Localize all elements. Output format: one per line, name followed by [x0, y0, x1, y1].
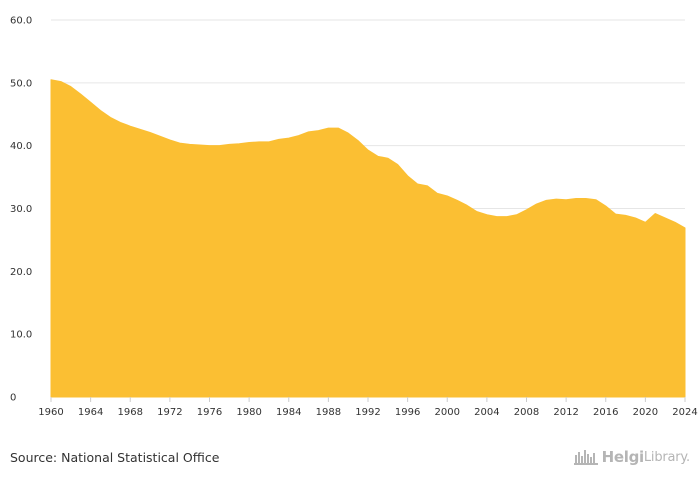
y-tick-label: 50.0 [10, 78, 32, 89]
brand-logo: Helgi Library. [573, 448, 690, 466]
y-tick-label: 30.0 [10, 204, 32, 215]
x-tick-label: 2008 [514, 407, 539, 418]
x-tick-label: 1964 [78, 407, 103, 418]
x-axis-ticks: 1960 1964 1968 1972 1976 1980 1984 1988 1992 1996… [38, 397, 698, 418]
area-series [50, 79, 686, 398]
y-tick-label: 40.0 [10, 141, 32, 152]
x-tick-label: 1972 [157, 407, 182, 418]
x-tick-label: 2000 [435, 407, 460, 418]
x-tick-label: 1980 [236, 407, 261, 418]
brand-name: Helgi [601, 448, 645, 466]
y-tick-label: 20.0 [10, 267, 32, 278]
y-tick-label: 0 [10, 393, 16, 404]
y-tick-label: 10.0 [10, 330, 32, 341]
x-tick-label: 2024 [672, 407, 697, 418]
x-tick-label: 1960 [38, 407, 63, 418]
x-tick-label: 1992 [355, 407, 380, 418]
x-tick-label: 2004 [474, 407, 499, 418]
library-icon [573, 450, 598, 465]
x-tick-label: 2020 [633, 407, 658, 418]
x-tick-label: 1984 [276, 407, 301, 418]
x-tick-label: 1968 [118, 407, 143, 418]
x-tick-label: 1988 [316, 407, 341, 418]
x-tick-label: 2012 [553, 407, 578, 418]
x-tick-label: 2016 [593, 407, 618, 418]
y-axis-ticks: 0 10.0 20.0 30.0 40.0 50.0 60.0 [10, 16, 32, 404]
x-tick-label: 1976 [197, 407, 222, 418]
brand-suffix: Library. [643, 449, 690, 465]
x-tick-label: 1996 [395, 407, 420, 418]
source-note: Source: National Statistical Office [10, 450, 220, 465]
y-tick-label: 60.0 [10, 16, 32, 27]
